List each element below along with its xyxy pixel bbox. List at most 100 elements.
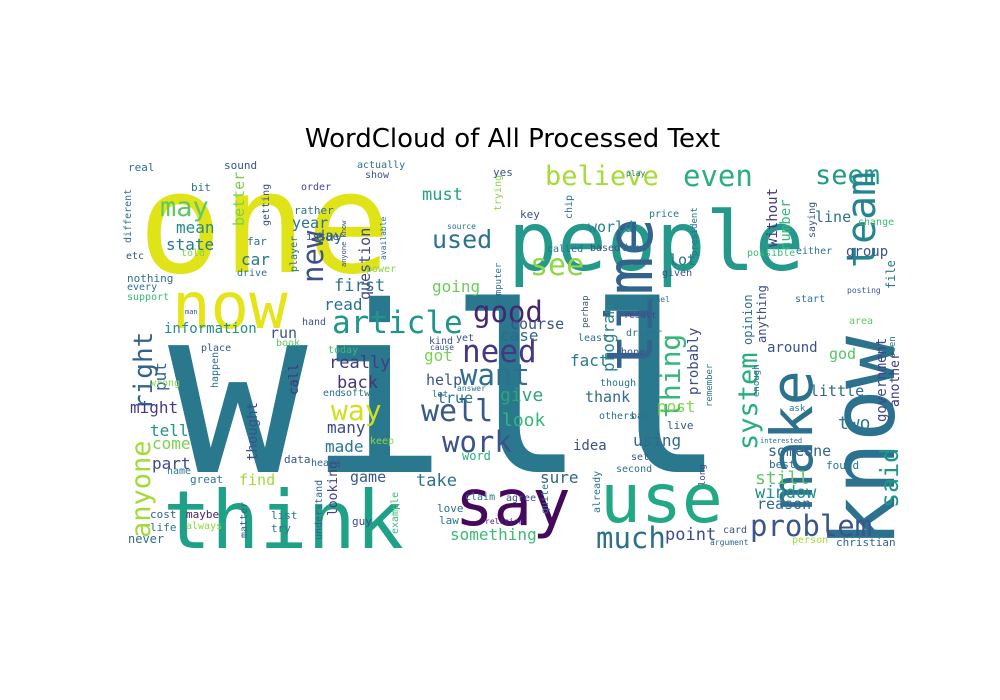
word-information: information [164, 321, 257, 337]
word-key: key [520, 208, 540, 221]
word-name: name [167, 466, 191, 477]
word-interested: interested [760, 437, 802, 445]
word-either: either [796, 246, 832, 257]
word-show: show [365, 170, 390, 181]
word-much: much [596, 521, 666, 555]
word-list: list [271, 509, 298, 522]
word-great: great [190, 473, 223, 486]
word-opinion: opinion [741, 294, 755, 345]
word-though: though [600, 378, 636, 389]
word-anyone: anyone [126, 440, 157, 538]
word-call: call [287, 364, 302, 395]
word-least: least [578, 333, 608, 344]
word-religion: religion [485, 517, 524, 526]
chart-title: WordCloud of All Processed Text [304, 124, 721, 154]
word-new: new [296, 230, 330, 283]
word-area: area [849, 316, 873, 327]
word-getting: getting [261, 184, 272, 226]
word-real: real [128, 161, 155, 174]
word-really: really [329, 353, 390, 373]
word-file: file [884, 260, 898, 289]
word-day: day [316, 227, 343, 245]
word-told: told [181, 248, 205, 259]
word-card: card [723, 525, 747, 536]
word-use: use [600, 460, 723, 539]
word-still: still [755, 468, 809, 489]
word-given: given [662, 268, 692, 279]
word-government: government [874, 338, 890, 422]
word-team: team [839, 172, 885, 268]
word-christian: christian [836, 536, 896, 549]
word-post: post [657, 397, 696, 416]
word-without: without [765, 188, 781, 247]
word-said: said [875, 448, 904, 508]
word-tell: tell [150, 421, 189, 440]
word-car: car [241, 250, 270, 269]
word-something: something [450, 525, 537, 544]
word-understand: understand [314, 480, 325, 540]
word-saying: saying [807, 202, 818, 238]
word-another: another [888, 352, 903, 407]
word-window: window [755, 483, 817, 503]
word-take: take [416, 471, 457, 491]
word-kind: kind [429, 336, 453, 347]
word-probably: probably [686, 328, 702, 395]
word-word: word [462, 449, 491, 463]
word-lot: lot [669, 251, 696, 269]
word-israel: israel [641, 295, 670, 304]
word-looking: looking [326, 461, 341, 516]
word-hand: hand [302, 317, 326, 328]
word-year: year [292, 214, 328, 232]
word-long: long [698, 464, 708, 486]
word-state: state [166, 235, 214, 254]
word-heard: heard [311, 458, 341, 469]
word-sound: sound [224, 159, 257, 172]
word-answer: answer [457, 384, 486, 393]
word-seen: seen [888, 336, 898, 358]
word-god: god [829, 345, 856, 363]
word-end: end [323, 388, 341, 399]
word-done: done [622, 243, 646, 254]
word-read: read [324, 295, 363, 314]
word-program: program [599, 305, 618, 372]
word-make: make [758, 370, 826, 510]
word-give: give [500, 385, 543, 406]
word-today: today [328, 345, 358, 356]
word-believe: believe [545, 161, 659, 192]
word-point: point [665, 525, 716, 545]
word-case: case [500, 326, 539, 345]
word-reason: reason [757, 495, 811, 513]
word-etc: etc [126, 251, 144, 262]
word-put: put [151, 362, 170, 391]
word-others: others [599, 411, 635, 422]
word-matter: matter [239, 502, 250, 538]
word-chip: chip [564, 195, 575, 219]
word-true: true [437, 389, 473, 407]
word-might: might [130, 398, 178, 417]
word-cost: cost [150, 508, 177, 521]
word-little: little [810, 382, 864, 400]
word-going: going [432, 277, 480, 296]
word-work: work [442, 425, 512, 459]
word-look: look [502, 410, 546, 431]
word-remember: remember [705, 363, 715, 407]
word-different: different [123, 189, 134, 243]
word-time: time [594, 218, 668, 372]
word-back: back [337, 373, 378, 393]
word-find: find [239, 471, 275, 489]
word-keep: keep [370, 436, 394, 447]
word-thing: thing [654, 334, 687, 418]
word-yes: yes [493, 166, 513, 179]
word-law: law [439, 514, 459, 527]
word-idea: idea [573, 438, 607, 454]
word-guy: guy [352, 515, 372, 528]
word-want: want [460, 358, 530, 392]
word-nothing: nothing [127, 272, 173, 285]
word-support: support [127, 292, 169, 303]
word-world: world [588, 218, 633, 236]
word-player: player [289, 236, 300, 272]
word-posting: posting [847, 286, 881, 295]
word-course: course [510, 315, 564, 333]
word-issue: issue [306, 230, 339, 243]
